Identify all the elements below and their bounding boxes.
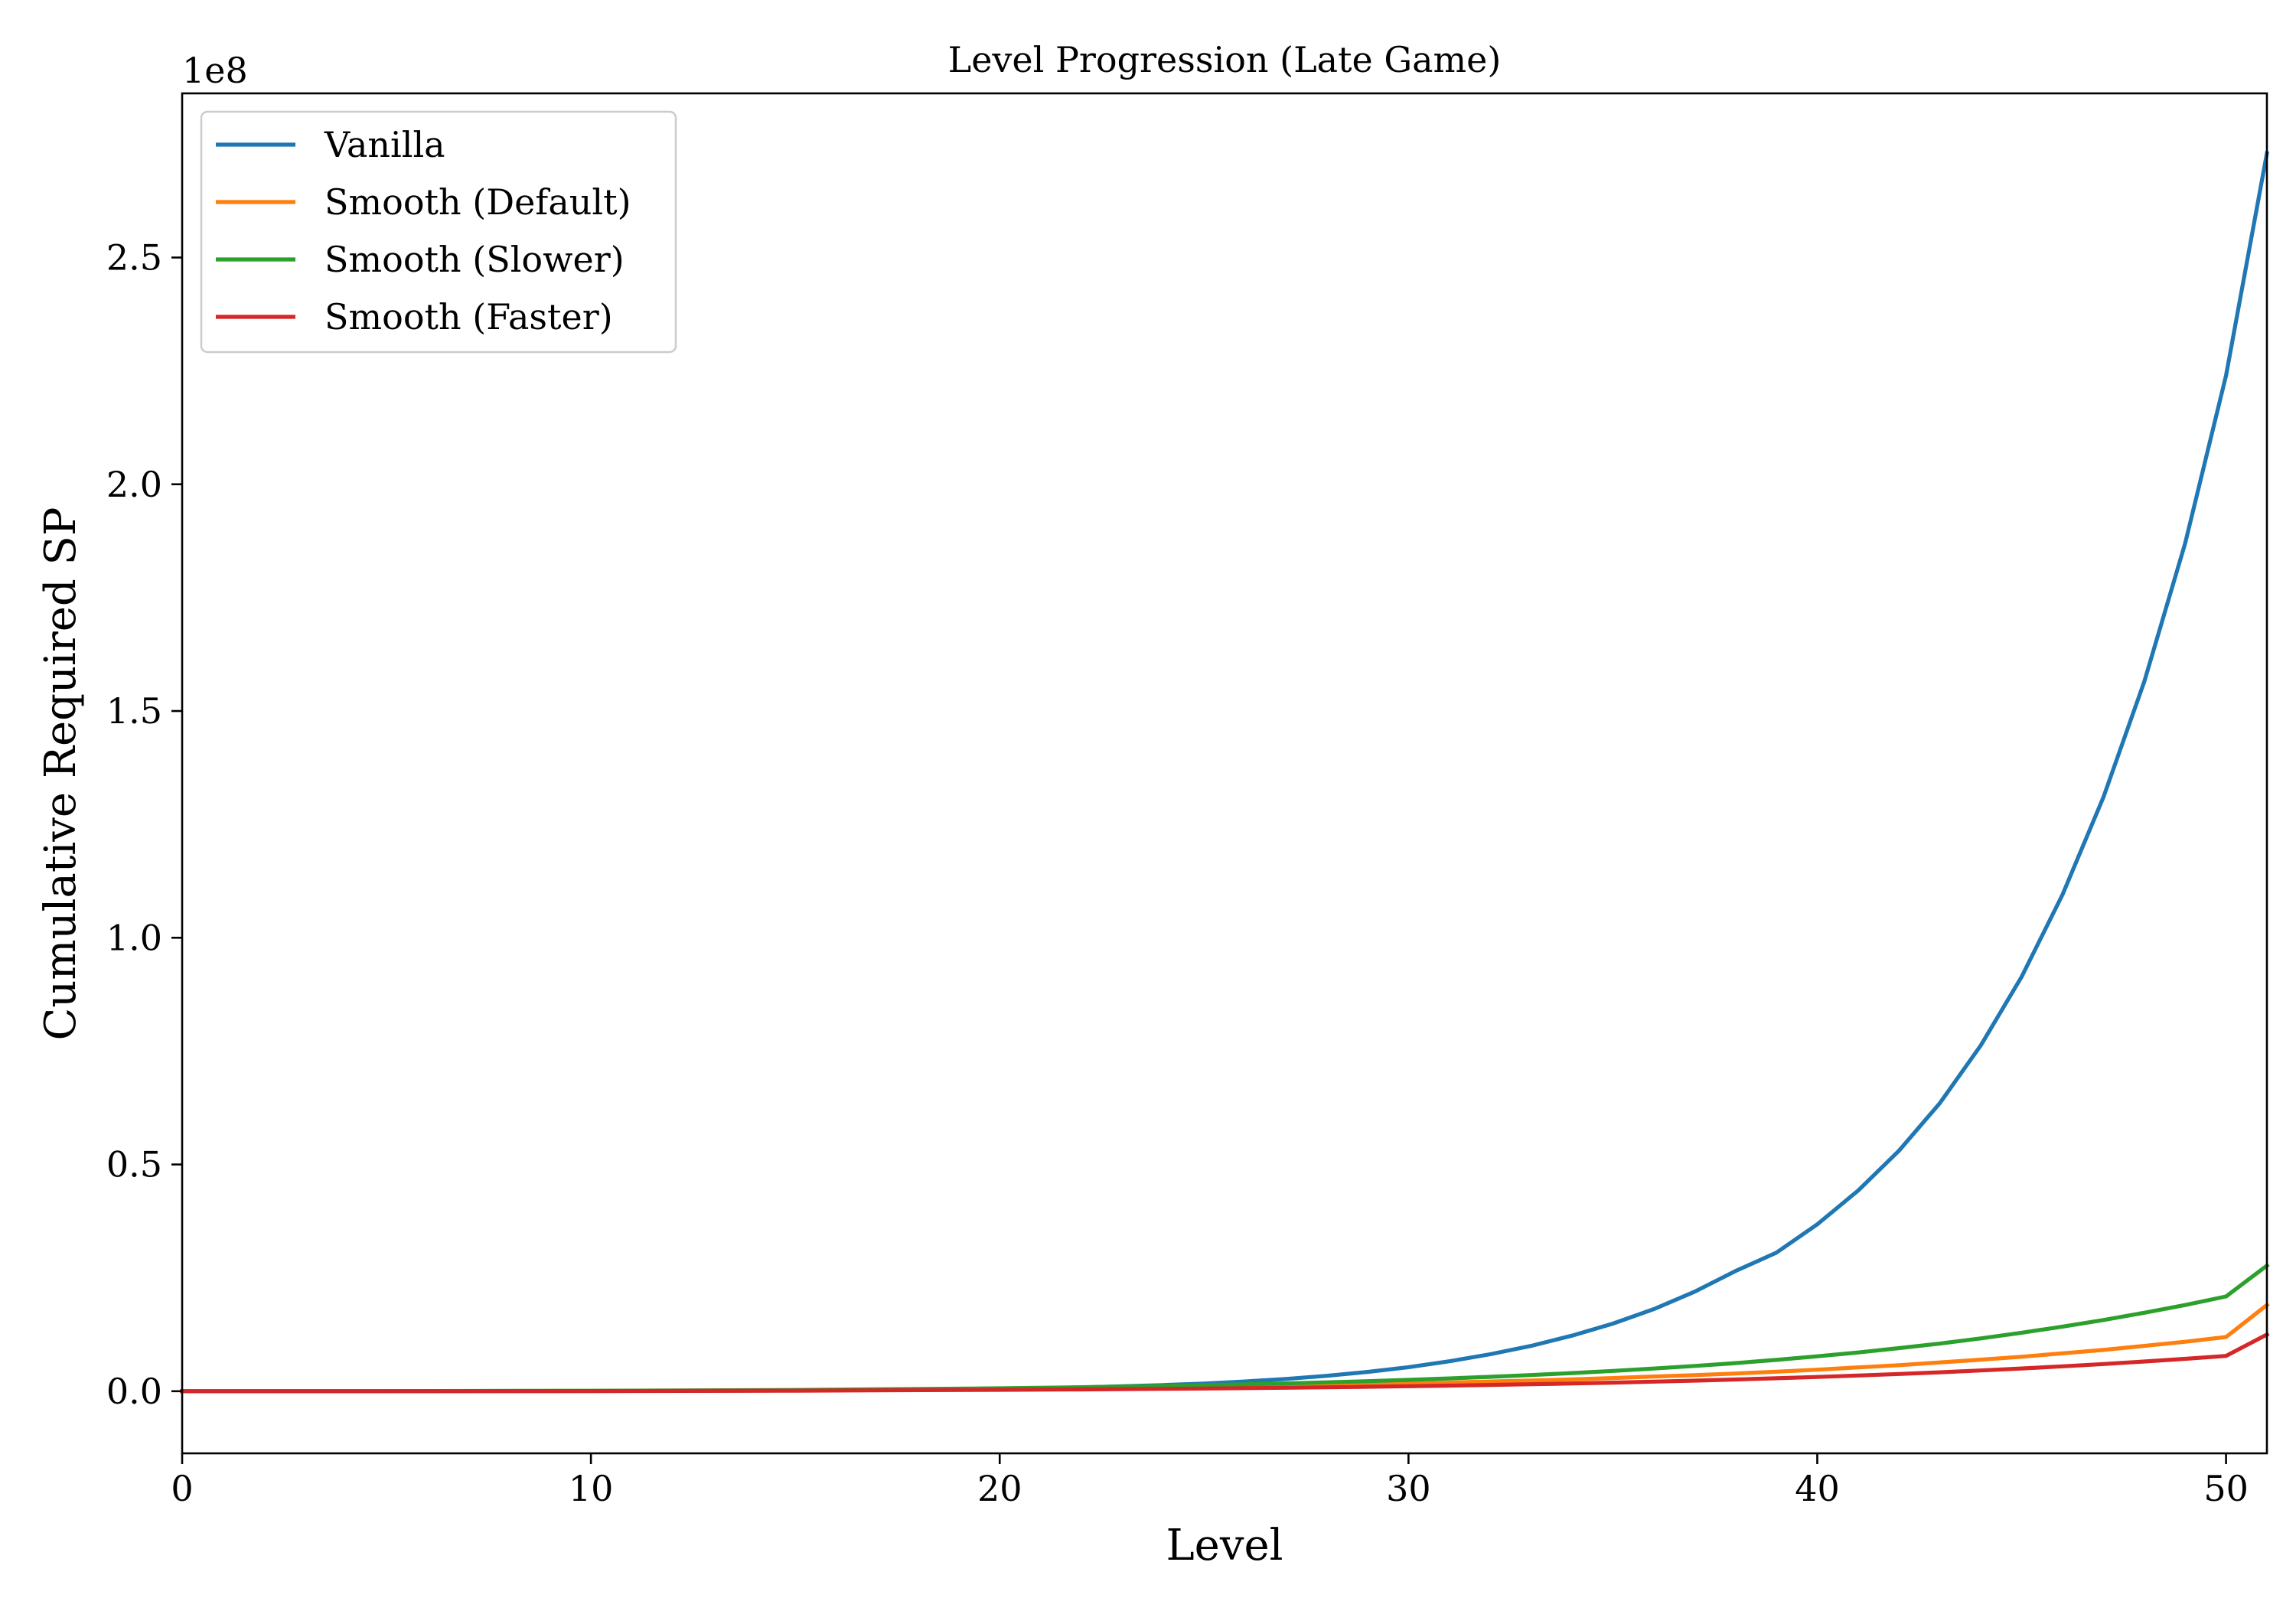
- series-group: [180, 151, 2270, 1394]
- x-axis-label: Level: [1166, 1521, 1283, 1570]
- chart-title: Level Progression (Late Game): [948, 39, 1502, 80]
- legend-label: Smooth (Slower): [325, 239, 625, 280]
- x-axis-ticks: 0 10 20 30 40 50: [171, 1453, 2249, 1509]
- y-tick-label: 2.0: [106, 464, 162, 505]
- x-tick-label: 20: [977, 1468, 1022, 1509]
- y-tick-label: 0.5: [106, 1144, 162, 1185]
- x-tick-label: 0: [171, 1468, 193, 1509]
- x-tick-label: 10: [569, 1468, 614, 1509]
- series-line-3: [180, 1332, 2270, 1394]
- y-axis-label: Cumulative Required SP: [36, 507, 86, 1040]
- legend: Vanilla Smooth (Default) Smooth (Slower) Sm…: [200, 110, 677, 354]
- legend-box: [200, 110, 677, 354]
- legend-label: Smooth (Faster): [325, 296, 613, 338]
- y-offset-label: 1e8: [182, 50, 248, 91]
- y-tick-label: 1.5: [106, 690, 162, 732]
- x-tick-label: 50: [2203, 1468, 2249, 1509]
- legend-label: Vanilla: [324, 124, 445, 165]
- legend-entries: Vanilla Smooth (Default) Smooth (Slower) Sm…: [216, 124, 631, 338]
- y-tick-label: 2.5: [106, 236, 162, 278]
- axes-frame: [181, 92, 2268, 1455]
- y-axis-ticks: 0.0 0.5 1.0 1.5 2.0 2.5: [106, 236, 182, 1412]
- y-tick-label: 1.0: [106, 917, 162, 958]
- plot-area: [180, 92, 2270, 1455]
- x-tick-label: 30: [1386, 1468, 1431, 1509]
- y-tick-label: 0.0: [106, 1371, 162, 1412]
- series-line-2: [180, 1263, 2270, 1394]
- x-tick-label: 40: [1795, 1468, 1840, 1509]
- legend-label: Smooth (Default): [325, 181, 631, 223]
